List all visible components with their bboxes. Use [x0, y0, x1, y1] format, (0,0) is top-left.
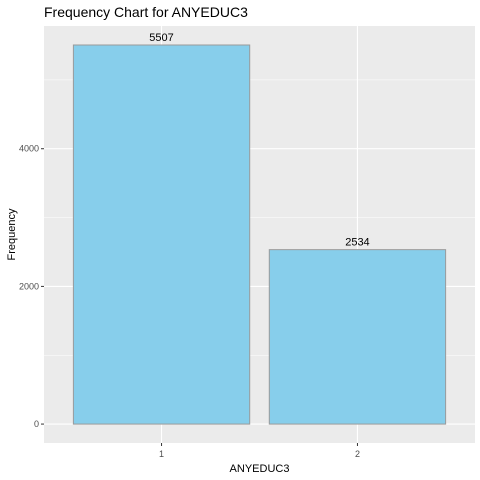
bars — [72, 44, 447, 425]
data-labels: 5507 2534 — [149, 32, 369, 249]
y-axis-title: Frequency — [6, 208, 18, 260]
x-axis-title: ANYEDUC3 — [230, 463, 290, 475]
chart-title: Frequency Chart for ANYEDUC3 — [44, 4, 248, 20]
y-tick-label: 2000 — [19, 281, 39, 291]
x-tick-label: 1 — [159, 449, 164, 459]
x-tick-label: 2 — [355, 449, 360, 459]
y-tick-label: 0 — [34, 419, 39, 429]
bar-1 — [72, 44, 251, 425]
data-label-1: 5507 — [149, 32, 173, 44]
y-axis: 0 2000 4000 — [19, 144, 44, 429]
y-tick-label: 4000 — [19, 144, 39, 154]
bar-2 — [268, 249, 447, 425]
data-label-2: 2534 — [345, 237, 369, 249]
